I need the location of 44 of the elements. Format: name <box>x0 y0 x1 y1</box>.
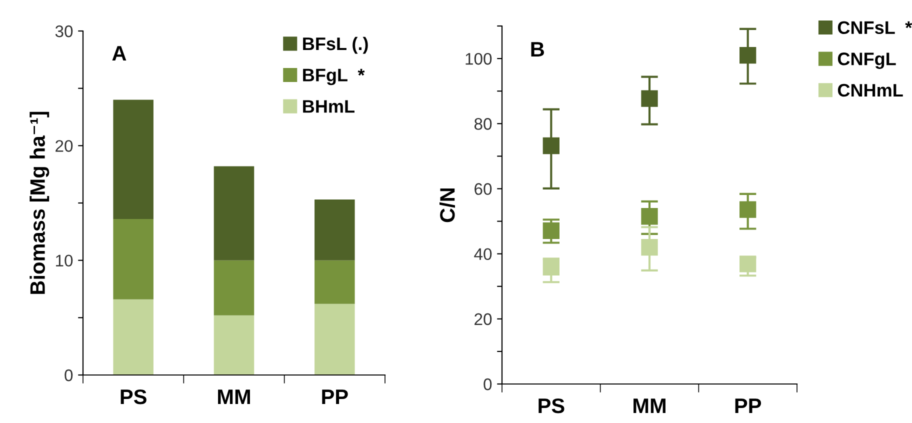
bar <box>113 219 154 300</box>
y-tick-label: 30 <box>55 25 73 38</box>
point <box>542 222 560 240</box>
point <box>740 256 756 272</box>
x-tick-label: MM <box>634 398 666 413</box>
bar <box>314 260 355 304</box>
x-tick-label: PS <box>538 398 564 414</box>
y-tick-label: 0 <box>64 369 73 382</box>
point <box>641 208 658 225</box>
legend-label: CNHmL <box>838 84 903 97</box>
point <box>542 137 560 154</box>
legend-label: BHmL <box>303 100 354 113</box>
point <box>740 46 756 64</box>
y-tick-label: 20 <box>56 140 73 152</box>
bar <box>214 166 254 260</box>
x-tick-label: PP <box>735 398 762 413</box>
bar <box>314 304 355 375</box>
point <box>641 90 658 107</box>
legend-label: BFsL (.) <box>303 36 368 54</box>
y-tick-label: 20 <box>474 313 492 326</box>
annotation: B <box>531 42 544 56</box>
annotation: A <box>112 46 126 60</box>
y-axis-title: C/N <box>439 188 456 222</box>
point <box>641 238 658 256</box>
x-tick-label: MM <box>218 390 250 404</box>
bar <box>113 299 154 375</box>
y-axis-title: Biomass [Mg ha⁻¹] <box>30 112 50 294</box>
legend-label: BFgL * <box>303 68 365 86</box>
x-tick-label: PP <box>322 390 348 404</box>
bar <box>214 260 254 316</box>
x-tick-label: PS <box>120 389 146 404</box>
point <box>542 258 560 276</box>
y-tick-label: 10 <box>56 254 73 267</box>
point <box>740 201 756 218</box>
y-tick-label: 100 <box>466 52 492 65</box>
bar <box>314 200 355 260</box>
y-tick-label: 80 <box>474 118 492 130</box>
legend-label: CNFgL <box>838 52 896 69</box>
y-tick-label: 0 <box>484 378 492 390</box>
y-tick-label: 40 <box>474 248 492 260</box>
y-tick-label: 60 <box>474 183 492 195</box>
legend-label: CNFsL * <box>838 21 912 34</box>
bar <box>214 315 254 375</box>
bar <box>113 100 154 220</box>
